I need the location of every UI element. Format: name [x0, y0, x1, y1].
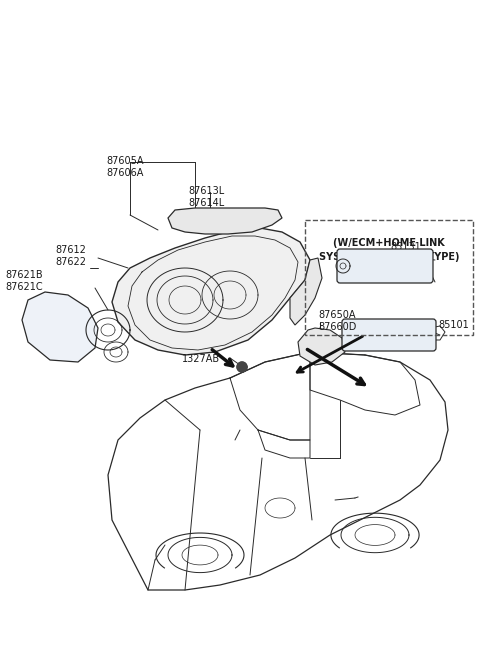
Text: 85131: 85131	[390, 242, 421, 252]
Text: 87605A: 87605A	[106, 156, 144, 166]
Text: 87612: 87612	[55, 245, 86, 255]
Text: 87613L: 87613L	[188, 186, 224, 196]
FancyBboxPatch shape	[342, 319, 436, 351]
Polygon shape	[237, 362, 247, 372]
Polygon shape	[22, 292, 98, 362]
FancyBboxPatch shape	[337, 249, 433, 283]
Text: SYSTEM+COMPASS TYPE): SYSTEM+COMPASS TYPE)	[319, 252, 459, 262]
Polygon shape	[298, 328, 345, 365]
Text: 85101: 85101	[438, 320, 469, 330]
Text: 87606A: 87606A	[106, 168, 144, 178]
Bar	[305, 220, 473, 335]
Text: 87650A: 87650A	[318, 310, 356, 320]
Text: 87660D: 87660D	[318, 322, 356, 332]
Text: 87621C: 87621C	[5, 282, 43, 292]
Text: 85101: 85101	[390, 270, 421, 280]
Text: 87622: 87622	[55, 257, 86, 267]
Polygon shape	[168, 208, 282, 234]
Polygon shape	[112, 228, 310, 355]
Polygon shape	[290, 258, 322, 325]
Text: (W/ECM+HOME LINK: (W/ECM+HOME LINK	[333, 238, 445, 248]
Text: 87614L: 87614L	[188, 198, 224, 208]
Text: 1327AB: 1327AB	[182, 354, 220, 364]
Text: 87621B: 87621B	[5, 270, 43, 280]
